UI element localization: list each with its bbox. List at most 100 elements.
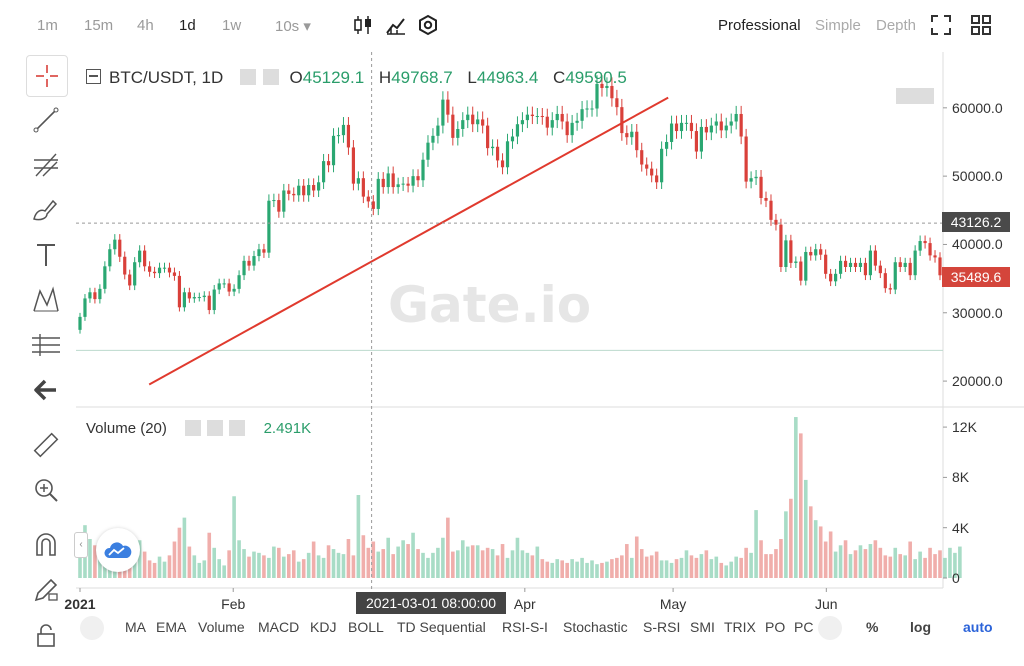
text-tool-button[interactable] [26, 235, 66, 275]
candle-body [247, 260, 251, 266]
candle-body [421, 159, 425, 181]
candlestick-type-icon[interactable] [352, 14, 374, 36]
candle-body [321, 161, 326, 183]
ruler-tool-button[interactable] [26, 425, 66, 465]
volume-bar [764, 554, 768, 578]
volume-bar [903, 555, 908, 578]
percent-toggle[interactable]: % [866, 619, 879, 635]
volume-bar [406, 544, 410, 578]
lock-drawing-button[interactable] [26, 570, 66, 610]
volume-bar [754, 510, 758, 578]
candle-body [918, 241, 922, 251]
candle-body [540, 116, 544, 118]
indicator-kdj[interactable]: KDJ [310, 619, 337, 635]
indicator-stochastic[interactable]: Stochastic [563, 619, 628, 635]
volume-bar [182, 517, 187, 578]
mode-depth[interactable]: Depth [876, 17, 917, 34]
magnet-tool-button[interactable] [26, 525, 66, 565]
candle-body [162, 267, 167, 269]
scale-arrows-icon[interactable] [896, 88, 934, 104]
timeframe-4h[interactable]: 4h [137, 17, 154, 34]
candle-body [794, 261, 798, 263]
top-toolbar: 1m 15m 4h 1d 1w 10s ▾ Professional Simpl… [0, 0, 1024, 52]
volume-bar [93, 545, 97, 578]
trendline-tool-button[interactable] [26, 100, 66, 140]
price-chart[interactable] [0, 0, 1024, 614]
fullscreen-icon[interactable] [930, 14, 952, 36]
candle-body [371, 201, 375, 209]
collapse-icon[interactable] [86, 69, 101, 84]
timeframe-15m[interactable]: 15m [84, 17, 114, 34]
volume-bar [868, 544, 873, 578]
timeframe-1w[interactable]: 1w [222, 17, 242, 34]
indicators-icon[interactable] [385, 14, 407, 36]
candle-body [809, 251, 813, 256]
fib-tool-button[interactable] [26, 145, 66, 185]
settings-hexagon-icon[interactable] [417, 14, 439, 36]
collapse-handle[interactable]: ‹ [74, 532, 88, 558]
volume-bar [545, 561, 550, 578]
candle-body [242, 260, 246, 276]
candle-body [764, 198, 768, 201]
candle-body [625, 133, 629, 138]
indicator-macd[interactable]: MACD [258, 619, 300, 635]
indicator-volume[interactable]: Volume [198, 619, 245, 635]
indicator-po[interactable]: PO [765, 619, 786, 635]
crosshair-tool-button[interactable] [26, 55, 68, 97]
gear-icon[interactable] [262, 69, 279, 85]
cloud-button[interactable] [96, 528, 140, 572]
candle-body [232, 288, 236, 292]
back-tool-button[interactable] [26, 370, 66, 410]
mode-simple[interactable]: Simple [815, 17, 861, 34]
measure-tool-button[interactable] [26, 325, 66, 365]
timeframe-10s-dropdown[interactable]: 10s ▾ [275, 18, 311, 35]
volume-bar [799, 433, 803, 578]
indicator-rsi-s-i[interactable]: RSI-S-I [502, 619, 548, 635]
indicator-s-rsi[interactable]: S-RSI [643, 619, 681, 635]
volume-bar [490, 549, 495, 578]
candle-body [724, 125, 728, 131]
indicator-ma[interactable]: MA [125, 619, 146, 635]
zoom-tool-button[interactable] [26, 470, 66, 510]
pattern-tool-button[interactable] [26, 280, 66, 320]
candle-body [78, 316, 82, 330]
log-toggle[interactable]: log [910, 619, 931, 635]
brush-tool-button[interactable] [26, 190, 66, 230]
scroll-right-button[interactable] [818, 616, 842, 640]
volume-gear-icon[interactable] [207, 420, 224, 436]
candle-body [411, 176, 415, 186]
volume-close-icon[interactable] [229, 420, 246, 436]
volume-bar [595, 564, 599, 578]
timeframe-1d[interactable]: 1d [179, 17, 196, 34]
candle-body [282, 190, 286, 212]
volume-bar [207, 532, 212, 578]
volume-bar [679, 557, 684, 578]
indicator-smi[interactable]: SMI [690, 619, 715, 635]
candle-body [774, 219, 778, 225]
indicator-td-sequential[interactable]: TD Sequential [397, 619, 486, 635]
volume-bar [625, 544, 629, 578]
volume-bar [480, 550, 485, 578]
time-tick-label: Jun [815, 596, 838, 612]
indicator-ema[interactable]: EMA [156, 619, 187, 635]
layout-grid-icon[interactable] [970, 14, 992, 36]
eye-icon[interactable] [240, 69, 257, 85]
candle-body [192, 297, 196, 299]
candle-body [167, 267, 172, 273]
scroll-left-button[interactable] [80, 616, 104, 640]
volume-tick-label: 12K [952, 419, 977, 436]
candle-body [287, 190, 291, 194]
volume-bar [485, 547, 490, 578]
auto-toggle[interactable]: auto [963, 619, 993, 635]
volume-eye-icon[interactable] [185, 420, 202, 436]
indicator-pc[interactable]: PC [794, 619, 814, 635]
indicator-boll[interactable]: BOLL [348, 619, 384, 635]
candle-body [98, 288, 102, 300]
volume-bar [873, 540, 878, 578]
timeframe-1m[interactable]: 1m [37, 17, 58, 34]
mode-professional[interactable]: Professional [718, 17, 801, 34]
volume-bar [704, 550, 709, 578]
indicator-trix[interactable]: TRIX [724, 619, 756, 635]
lock-button[interactable] [26, 615, 66, 655]
volume-bar [431, 552, 435, 578]
